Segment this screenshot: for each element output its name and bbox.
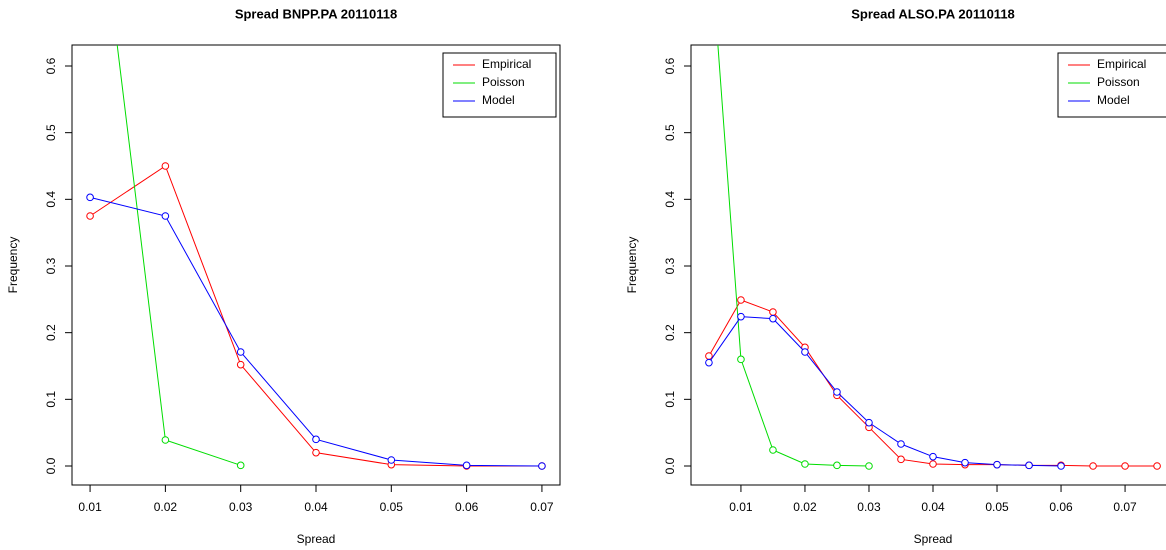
data-point (833, 461, 841, 470)
x-tick-label: 0.05 (985, 500, 1009, 514)
legend-box (442, 52, 557, 118)
data-point (236, 461, 245, 470)
data-point (769, 314, 777, 323)
data-point (312, 435, 320, 444)
y-tick-label: 0.4 (663, 191, 677, 208)
x-tick-label: 0.07 (1113, 500, 1137, 514)
data-point (161, 162, 170, 170)
data-point (769, 446, 777, 454)
data-point (961, 458, 969, 467)
x-tick-label: 0.03 (857, 500, 881, 514)
data-point (462, 461, 471, 470)
series-line (89, 196, 542, 467)
data-point (833, 388, 841, 396)
data-point (86, 193, 94, 202)
y-tick-label: 0.0 (663, 457, 677, 474)
y-tick-label: 0.3 (44, 257, 58, 274)
data-point (236, 348, 245, 356)
data-point (538, 462, 546, 470)
data-point (737, 296, 745, 304)
data-point (161, 436, 170, 444)
data-point (1025, 461, 1033, 470)
data-point (387, 456, 396, 464)
legend-label: Empirical (1097, 57, 1146, 71)
series-line (708, 299, 1158, 467)
x-tick-label: 0.06 (455, 500, 479, 514)
x-tick-label: 0.06 (1049, 500, 1073, 514)
y-tick-label: 0.4 (44, 191, 58, 208)
y-tick-label: 0.2 (44, 324, 58, 341)
data-point (929, 460, 937, 468)
data-point (769, 308, 777, 316)
data-point (236, 360, 245, 369)
x-tick-label: 0.05 (380, 500, 404, 514)
data-point (86, 212, 94, 220)
data-point (1089, 462, 1097, 470)
chart-title: Spread BNPP.PA 20110118 (235, 6, 397, 21)
series-line (116, 45, 241, 466)
plot-region (705, 45, 1161, 470)
data-point (1121, 462, 1129, 470)
data-point (737, 355, 745, 364)
legend-label: Poisson (1097, 75, 1140, 89)
x-tick-label: 0.01 (729, 500, 753, 514)
legend-label: Poisson (482, 75, 525, 89)
data-point (801, 460, 809, 468)
legend-label: Model (1097, 93, 1130, 107)
data-point (1153, 462, 1161, 470)
y-tick-label: 0.6 (44, 57, 58, 74)
y-tick-label: 0.1 (44, 391, 58, 408)
y-tick-label: 0.5 (663, 124, 677, 141)
series-line (89, 165, 542, 467)
series-line (708, 316, 1062, 467)
data-point (705, 358, 713, 367)
x-tick-label: 0.07 (530, 500, 554, 514)
data-point (929, 452, 937, 461)
y-tick-label: 0.0 (44, 457, 58, 474)
data-point (312, 448, 320, 457)
x-tick-label: 0.02 (154, 500, 178, 514)
y-tick-label: 0.1 (663, 391, 677, 408)
data-point (865, 418, 873, 427)
data-point (897, 440, 905, 448)
data-point (737, 312, 745, 321)
chart-title: Spread ALSO.PA 20110118 (851, 6, 1015, 21)
y-tick-label: 0.2 (663, 324, 677, 341)
x-tick-label: 0.03 (229, 500, 253, 514)
y-axis-label: Frequency (6, 237, 20, 294)
y-tick-label: 0.5 (44, 124, 58, 141)
y-tick-label: 0.6 (663, 57, 677, 74)
y-tick-label: 0.3 (663, 257, 677, 274)
x-tick-label: 0.04 (921, 500, 945, 514)
series-line (717, 45, 869, 467)
data-point (801, 348, 809, 356)
data-point (993, 460, 1001, 469)
plot-region (86, 45, 546, 470)
x-tick-label: 0.04 (304, 500, 328, 514)
data-point (897, 455, 905, 464)
x-axis-label: Spread (914, 532, 953, 546)
x-tick-label: 0.02 (793, 500, 817, 514)
data-point (865, 462, 873, 470)
x-axis-label: Spread (297, 532, 336, 546)
y-axis-label: Frequency (625, 237, 639, 294)
data-point (705, 352, 713, 360)
legend-label: Model (482, 93, 515, 107)
data-point (1057, 462, 1065, 470)
legend-label: Empirical (482, 57, 531, 71)
data-point (161, 212, 170, 220)
x-tick-label: 0.01 (78, 500, 102, 514)
legend-box (1057, 52, 1166, 118)
